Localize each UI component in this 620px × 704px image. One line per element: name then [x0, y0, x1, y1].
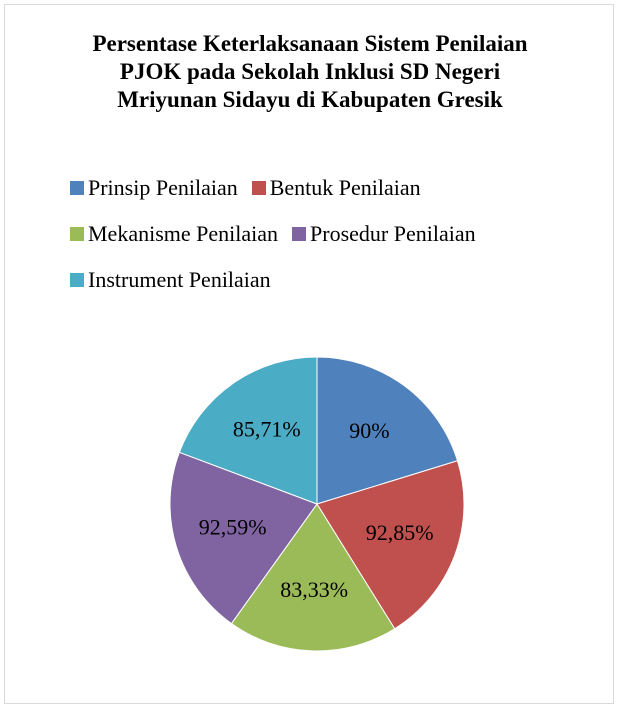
data-label: 83,33%	[280, 577, 348, 602]
data-label: 90%	[349, 418, 389, 443]
data-label: 92,85%	[366, 520, 434, 545]
page: Persentase Keterlaksanaan Sistem Penilai…	[0, 0, 620, 697]
data-label: 92,59%	[199, 515, 267, 540]
chart: 90% 92,85% 83,33% 92,59% 85,71%	[0, 0, 620, 697]
data-label: 85,71%	[233, 417, 301, 442]
